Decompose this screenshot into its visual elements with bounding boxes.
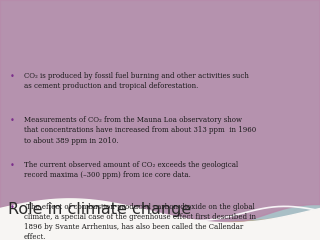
Text: CO₂ is produced by fossil fuel burning and other activities such
as cement produ: CO₂ is produced by fossil fuel burning a… [24,72,249,90]
Text: •: • [10,72,14,81]
Text: •: • [10,161,14,170]
Text: The current observed amount of CO₂ exceeds the geological
record maxima (–300 pp: The current observed amount of CO₂ excee… [24,161,238,179]
Text: Role in climate change: Role in climate change [8,202,191,217]
Text: •: • [10,116,14,125]
Text: The effect of combustion-produced carbon dioxide on the global
climate, a specia: The effect of combustion-produced carbon… [24,203,256,240]
Text: •: • [10,203,14,212]
Text: Measurements of CO₂ from the Mauna Loa observatory show
that concentrations have: Measurements of CO₂ from the Mauna Loa o… [24,116,256,144]
